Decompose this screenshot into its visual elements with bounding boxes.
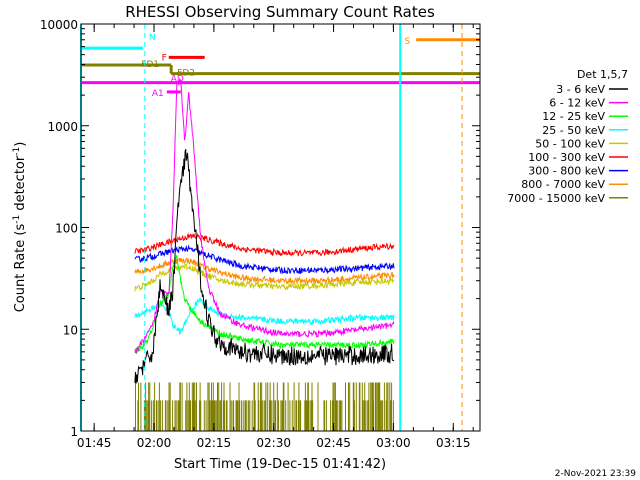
flag-fd1-label: FD1	[141, 60, 159, 70]
series-6-12-line	[134, 77, 395, 354]
x-tick-label: 01:45	[77, 436, 112, 450]
legend-entry-label: 6 - 12 keV	[549, 97, 605, 110]
series-25-50-line	[134, 297, 395, 336]
flag-f-label: F	[162, 53, 167, 63]
x-tick-label: 02:45	[316, 436, 351, 450]
x-tick-label: 03:15	[436, 436, 471, 450]
legend-entry-label: 300 - 800 keV	[528, 165, 605, 178]
y-tick-label: 1	[70, 425, 78, 439]
chart-title: RHESSI Observing Summary Count Rates	[125, 3, 435, 21]
y-axis-label-mid: detector	[13, 155, 28, 215]
series-100-300-line	[134, 232, 395, 257]
x-tick-label: 02:30	[256, 436, 291, 450]
x-tick-label: 02:15	[197, 436, 232, 450]
flag-fd2-label: FD2	[177, 69, 195, 79]
series-800-7000-line	[134, 257, 395, 286]
flag-ad-label: AD	[171, 75, 184, 85]
legend-entry-label: 12 - 25 keV	[542, 110, 605, 123]
flag-a1-label: A1	[152, 89, 164, 99]
y-tick-label: 10	[63, 323, 78, 337]
x-tick-label: 02:00	[137, 436, 172, 450]
series-300-800-line	[134, 244, 395, 275]
y-axis-label-main: Count Rate (s	[13, 224, 28, 313]
legend-entry-label: 25 - 50 keV	[542, 124, 605, 137]
legend-entry-label: 50 - 100 keV	[535, 137, 605, 150]
timestamp: 2-Nov-2021 23:39	[555, 469, 637, 479]
flag-n-label: N	[149, 33, 156, 43]
y-axis-label-sup-1: -1	[12, 215, 22, 224]
y-axis-label: Count Rate (s-1 detector-1)	[12, 142, 28, 313]
y-tick-label: 1000	[47, 120, 78, 134]
series-7000-15000-line	[135, 382, 394, 431]
x-tick-label: 03:00	[376, 436, 411, 450]
x-axis-label: Start Time (19-Dec-15 01:41:42)	[174, 457, 386, 472]
legend-entry-label: 100 - 300 keV	[528, 151, 605, 164]
flag-s-label: S	[404, 37, 410, 47]
plot-frame	[80, 23, 481, 432]
legend-entry-label: 800 - 7000 keV	[521, 178, 605, 191]
y-axis-label-end: )	[13, 142, 28, 147]
legend-entry-label: 3 - 6 keV	[556, 83, 605, 96]
legend-entry-label: 7000 - 15000 keV	[507, 192, 605, 205]
y-tick-label: 10000	[40, 18, 78, 32]
y-axis-label-sup-2: -1	[12, 147, 22, 156]
y-tick-label: 100	[55, 222, 78, 236]
legend-title: Det 1,5,7	[577, 68, 628, 81]
series-3-6-line	[134, 148, 395, 384]
